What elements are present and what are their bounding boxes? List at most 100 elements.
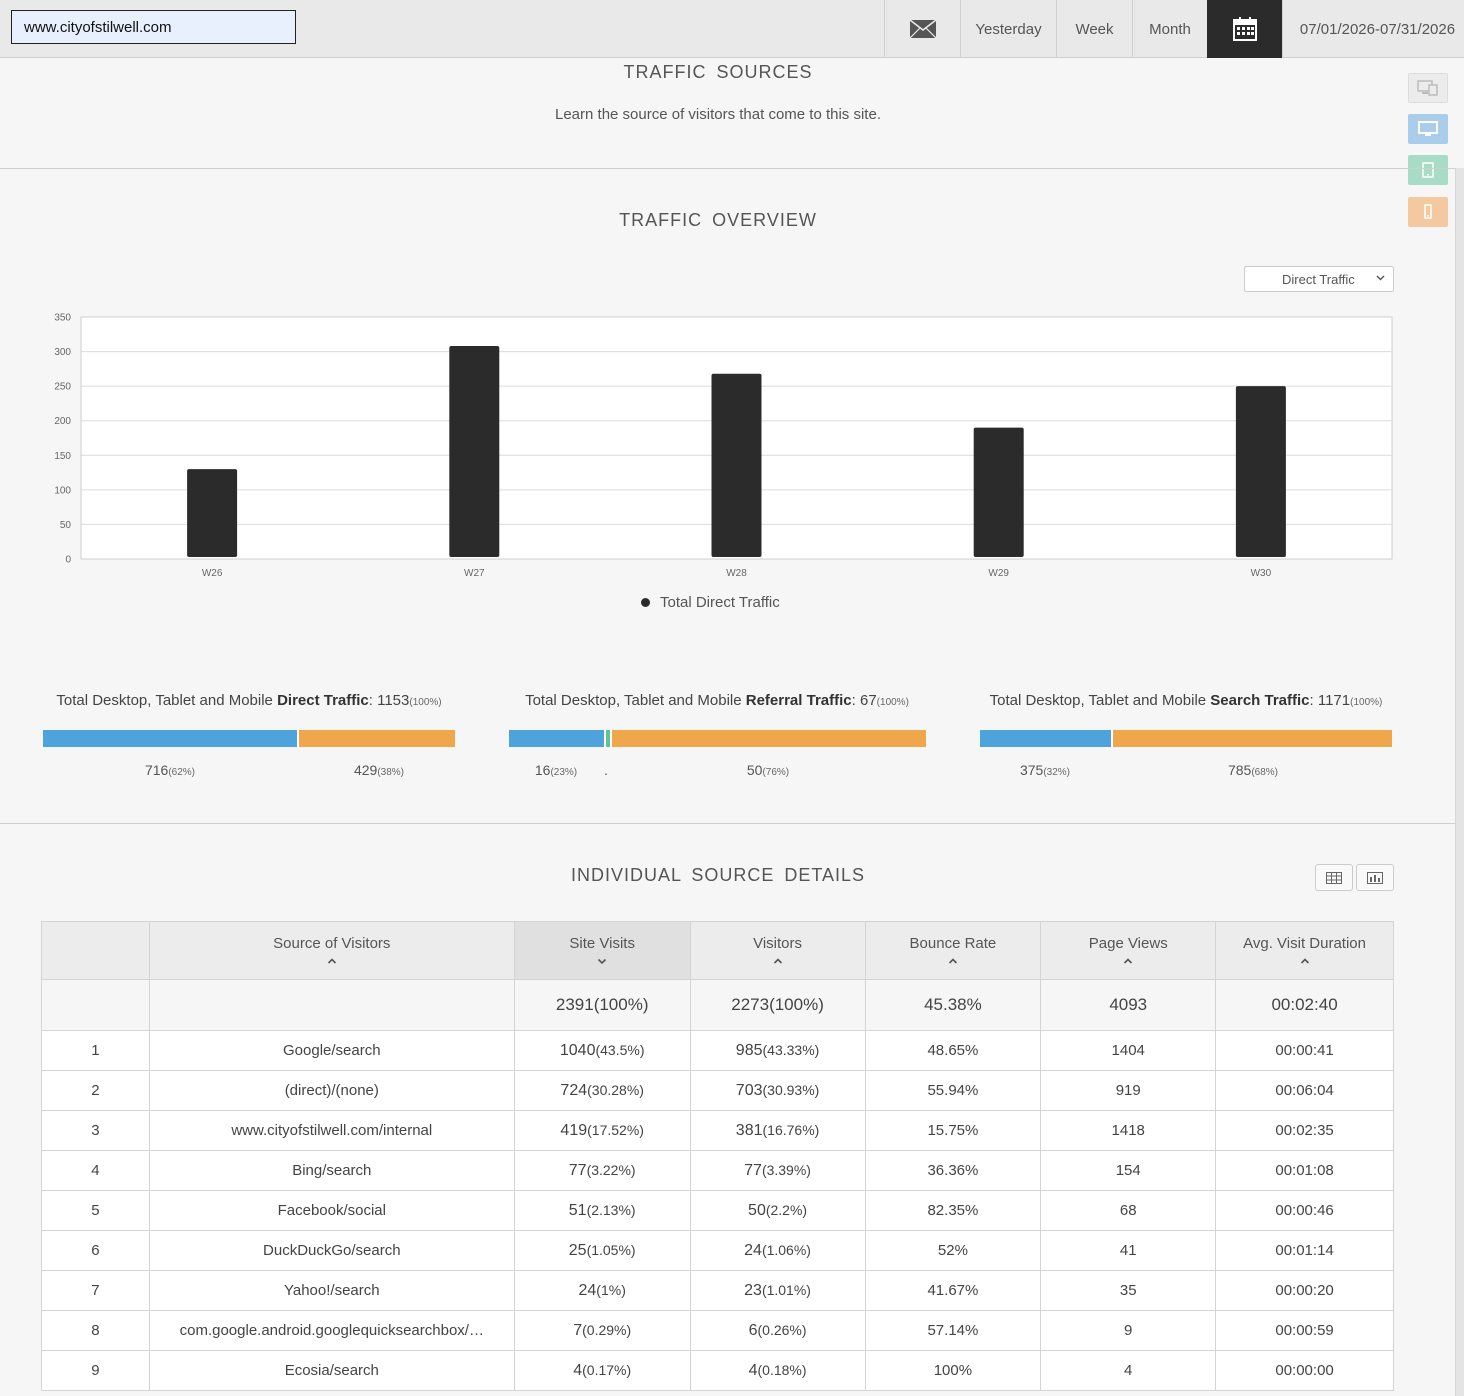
desktop-count-pct: (62%) [168,767,196,778]
col-visitors-label: Visitors [753,935,803,952]
traffic-type-select[interactable]: Direct Traffic [1244,266,1394,292]
chart-view-button[interactable] [1356,864,1394,891]
mobile-filter-button[interactable] [1408,197,1448,227]
col-source[interactable]: Source of Visitors [148,921,515,980]
row-visits-value: 25 [568,1241,587,1259]
mobile-count: 785(68%) [1193,762,1313,778]
row-source[interactable]: (direct)/(none) [148,1070,515,1111]
tablet-filter-button[interactable] [1408,155,1448,185]
summary-visits: 2391(100%) [513,979,691,1031]
desktop-count: 16(23%) [496,762,616,778]
row-visits-pct: (0.17%) [582,1361,632,1378]
yesterday-button[interactable]: Yesterday [960,0,1056,58]
email-report-button[interactable] [884,0,960,58]
month-button[interactable]: Month [1132,0,1207,58]
row-source[interactable]: Bing/search [148,1150,515,1191]
table-row[interactable]: 2 (direct)/(none) 724(30.28%) 703(30.93%) 55… [41,1070,1394,1111]
traffic-type-select-value: Direct Traffic [1282,271,1355,287]
col-bounce-rate[interactable]: Bounce Rate [864,921,1042,980]
source-details-table: Source of Visitors Site Visits Visitors … [41,921,1394,1391]
row-source[interactable]: Ecosia/search [148,1350,515,1391]
mail-icon [909,20,936,38]
mobile-segment [612,730,926,747]
col-avg-duration[interactable]: Avg. Visit Duration [1215,921,1394,980]
row-visitors-value: 985 [735,1041,763,1059]
bar-w28[interactable] [711,373,762,557]
traffic-sources-title: TRAFFIC SOURCES [623,62,813,82]
row-pageviews: 1404 [1040,1030,1217,1071]
traffic-sources-subtitle: Learn the source of visitors that come t… [555,106,881,123]
col-visitors[interactable]: Visitors [689,921,866,980]
page-scrollbar[interactable] [1455,168,1464,1396]
desktop-filter-button[interactable] [1408,114,1448,144]
row-pageviews: 9 [1040,1310,1217,1351]
row-source[interactable]: com.google.android.googlequicksearchbox/… [148,1310,515,1351]
row-visits-value: 4 [573,1361,583,1379]
summary-bounce: 45.38% [864,979,1042,1031]
total-value: 1171 [1317,692,1351,709]
table-row[interactable]: 1 Google/search 1040(43.5%) 985(43.33%) 48.6… [41,1030,1394,1071]
table-row[interactable]: 8 com.google.android.googlequicksearchbox… [41,1310,1394,1351]
total-value: 1153 [377,692,410,709]
mobile-icon [1424,204,1432,219]
row-source[interactable]: DuckDuckGo/search [148,1230,515,1271]
row-visits-value: 24 [578,1281,597,1299]
row-visits: 7(0.29%) [513,1310,691,1351]
mobile-count-pct: (38%) [377,767,405,778]
chart-legend[interactable]: Total Direct Traffic [641,594,780,611]
row-bounce: 15.75% [864,1110,1042,1151]
site-url-input[interactable] [11,10,296,44]
row-visitors: 24(1.06%) [689,1230,866,1271]
row-source[interactable]: www.cityofstilwell.com/internal [148,1110,515,1151]
row-duration: 00:06:04 [1215,1070,1394,1111]
total-prefix: Total Desktop, Tablet and Mobile [525,692,746,709]
row-source[interactable]: Google/search [148,1030,515,1071]
row-bounce: 36.36% [864,1150,1042,1191]
all-devices-button[interactable] [1408,73,1448,103]
row-pageviews: 41 [1040,1230,1217,1271]
summary-visitors: 2273(100%) [689,979,866,1031]
view-toggle [1315,864,1394,891]
table-row[interactable]: 6 DuckDuckGo/search 25(1.05%) 24(1.06%) 52% 4… [41,1230,1394,1271]
y-tick-label: 100 [54,485,71,496]
row-visitors: 6(0.26%) [689,1310,866,1351]
desktop-icon [1418,121,1438,136]
row-visits: 1040(43.5%) [513,1030,691,1071]
bar-w27[interactable] [449,346,500,557]
bar-w30[interactable] [1235,386,1286,557]
table-row[interactable]: 7 Yahoo!/search 24(1%) 23(1.01%) 41.67% 35 00:… [41,1270,1394,1311]
mobile-count-value: 785 [1227,762,1252,778]
row-visits: 419(17.52%) [513,1110,691,1151]
col-page-views[interactable]: Page Views [1040,921,1217,980]
row-pageviews: 68 [1040,1190,1217,1231]
all-devices-icon [1417,80,1438,96]
x-tick-label: W30 [1251,568,1272,579]
table-view-button[interactable] [1315,864,1353,891]
date-range-label[interactable]: 07/01/2026-07/31/2026 [1282,0,1464,58]
week-button[interactable]: Week [1056,0,1132,58]
row-source[interactable]: Facebook/social [148,1190,515,1231]
row-visitors-pct: (43.33%) [762,1041,820,1058]
row-rank: 8 [41,1310,150,1351]
bar-w26[interactable] [187,469,238,557]
row-rank: 1 [41,1030,150,1071]
calendar-button[interactable] [1207,0,1282,58]
chart-bars [187,346,1286,557]
mobile-count-value: 429 [353,762,378,778]
row-source[interactable]: Yahoo!/search [148,1270,515,1311]
row-visitors-pct: (1.06%) [761,1241,811,1258]
col-site-visits[interactable]: Site Visits [513,921,691,980]
row-visits-value: 7 [573,1321,583,1339]
table-row[interactable]: 5 Facebook/social 51(2.13%) 50(2.2%) 82.35% 6… [41,1190,1394,1231]
col-page-views-label: Page Views [1088,935,1168,952]
table-row[interactable]: 9 Ecosia/search 4(0.17%) 4(0.18%) 100% 4 00:00… [41,1350,1394,1391]
y-tick-label: 150 [54,451,71,462]
table-row[interactable]: 3 www.cityofstilwell.com/internal 419(17.5… [41,1110,1394,1151]
row-rank: 2 [41,1070,150,1111]
row-visitors: 4(0.18%) [689,1350,866,1391]
row-visits-pct: (1%) [596,1281,626,1298]
bar-w29[interactable] [973,427,1024,557]
row-bounce: 48.65% [864,1030,1042,1071]
table-row[interactable]: 4 Bing/search 77(3.22%) 77(3.39%) 36.36% 154 0… [41,1150,1394,1191]
divider [0,168,1455,169]
